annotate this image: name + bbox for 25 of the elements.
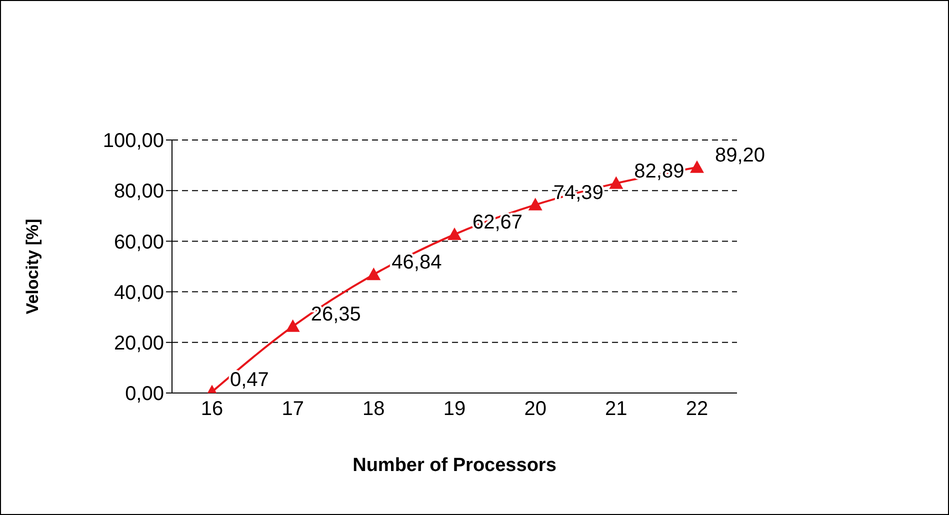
y-tick-label: 40,00 bbox=[114, 282, 164, 304]
data-label: 0,47 bbox=[230, 368, 269, 391]
x-tick-label: 22 bbox=[686, 398, 708, 420]
point bbox=[690, 160, 704, 173]
data-label: 89,20 bbox=[715, 144, 766, 166]
y-axis-title: Velocity [%] bbox=[23, 218, 42, 314]
x-tick-label: 19 bbox=[443, 398, 466, 420]
x-axis-title: Number of Processors bbox=[352, 455, 556, 476]
y-tick-label: 20,00 bbox=[114, 332, 164, 354]
point bbox=[528, 198, 542, 210]
point bbox=[286, 319, 300, 332]
x-tick-label: 18 bbox=[362, 398, 385, 420]
y-tick-label: 80,00 bbox=[114, 180, 164, 203]
x-tick-label: 21 bbox=[605, 398, 628, 420]
y-tick-label: 60,00 bbox=[114, 231, 164, 254]
x-tick-label: 17 bbox=[282, 398, 304, 420]
x-tick-label: 20 bbox=[524, 398, 546, 420]
x-tick-label: 16 bbox=[200, 398, 224, 420]
point bbox=[609, 176, 624, 189]
data-label: 46,84 bbox=[392, 251, 442, 274]
y-tick-label: 100,00 bbox=[102, 130, 164, 152]
point bbox=[366, 267, 381, 280]
data-label: 26,35 bbox=[310, 303, 361, 326]
y-tick-label: 0,00 bbox=[125, 383, 164, 406]
point bbox=[448, 227, 462, 240]
